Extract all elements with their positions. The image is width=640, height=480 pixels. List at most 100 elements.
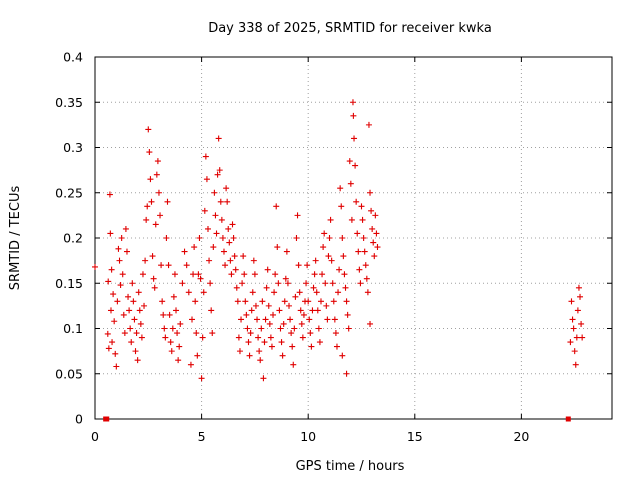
data-point [209, 330, 216, 337]
y-tick-label: 0.4 [63, 50, 83, 65]
data-point [331, 316, 338, 323]
data-point [338, 203, 345, 210]
data-point [132, 348, 139, 355]
data-point [324, 316, 331, 323]
data-point [167, 339, 174, 346]
data-point [315, 325, 322, 332]
plot-frame [94, 56, 613, 420]
data-point [189, 316, 196, 323]
data-point [314, 307, 321, 314]
data-point [344, 311, 351, 318]
data-point [236, 348, 243, 355]
data-point [135, 289, 142, 296]
y-tick-label: 0.1 [63, 321, 83, 336]
data-point [111, 318, 118, 325]
data-point [113, 363, 120, 370]
data-points [92, 99, 586, 422]
data-point [308, 343, 315, 350]
data-point [297, 307, 304, 314]
data-point [122, 225, 129, 232]
data-point [575, 284, 582, 291]
data-point [197, 275, 204, 282]
data-point [137, 320, 144, 327]
data-point [255, 334, 262, 341]
data-point [211, 189, 218, 196]
data-point [217, 198, 224, 205]
data-point [256, 348, 263, 355]
y-tick-label: 0.35 [55, 95, 83, 110]
data-point [212, 212, 219, 219]
data-point [229, 221, 236, 228]
data-point [157, 212, 164, 219]
data-point [323, 302, 330, 309]
data-point [574, 307, 581, 314]
data-point [245, 339, 252, 346]
data-point [305, 298, 312, 305]
data-point [373, 230, 380, 237]
data-point [175, 357, 182, 364]
data-point [307, 330, 314, 337]
data-point [289, 343, 296, 350]
data-point [330, 298, 337, 305]
data-point [257, 357, 264, 364]
data-point [275, 280, 282, 287]
data-point [250, 257, 257, 264]
data-point [105, 278, 112, 285]
data-point [359, 216, 366, 223]
data-point [204, 225, 211, 232]
data-point [368, 207, 375, 214]
data-point [262, 316, 269, 323]
data-point [228, 271, 235, 278]
data-point [327, 216, 334, 223]
data-point [143, 216, 150, 223]
data-point [367, 189, 374, 196]
data-point [177, 320, 184, 327]
data-point [105, 345, 112, 352]
x-tick-label: 10 [300, 429, 316, 444]
data-point [296, 289, 303, 296]
data-point [146, 149, 153, 156]
data-point [304, 262, 311, 269]
data-point [145, 126, 152, 133]
data-point [226, 239, 233, 246]
data-point [187, 361, 194, 368]
data-point [313, 289, 320, 296]
data-point [118, 235, 125, 241]
x-axis-label: GPS time / hours [296, 459, 405, 474]
data-point [125, 293, 132, 300]
axis-ticks [94, 56, 612, 420]
data-point [292, 293, 299, 300]
data-point [168, 348, 175, 355]
data-point [299, 334, 306, 341]
data-point [198, 375, 205, 382]
data-point [131, 316, 138, 323]
data-point [185, 289, 192, 296]
data-point [364, 289, 371, 296]
data-point [272, 271, 279, 278]
data-point [300, 311, 307, 318]
data-point [293, 235, 300, 241]
data-point [231, 253, 238, 260]
data-point [328, 257, 335, 264]
data-point [169, 325, 176, 332]
data-point [247, 330, 254, 337]
data-point [123, 248, 130, 255]
data-point [192, 298, 199, 305]
data-point [570, 325, 577, 332]
data-point [152, 221, 159, 228]
data-point [357, 280, 364, 287]
data-point [174, 330, 181, 337]
data-point [578, 320, 585, 327]
data-point [181, 248, 188, 255]
x-tick-label: 5 [198, 429, 206, 444]
data-point [196, 235, 203, 241]
data-point [242, 298, 249, 305]
data-point [290, 361, 297, 368]
data-point [243, 311, 250, 318]
y-tick-label: 0.15 [55, 276, 83, 291]
x-tick-label: 0 [91, 429, 99, 444]
data-point [216, 167, 223, 174]
x-tick-label: 15 [407, 429, 423, 444]
data-point [287, 316, 294, 323]
data-point [260, 375, 267, 382]
